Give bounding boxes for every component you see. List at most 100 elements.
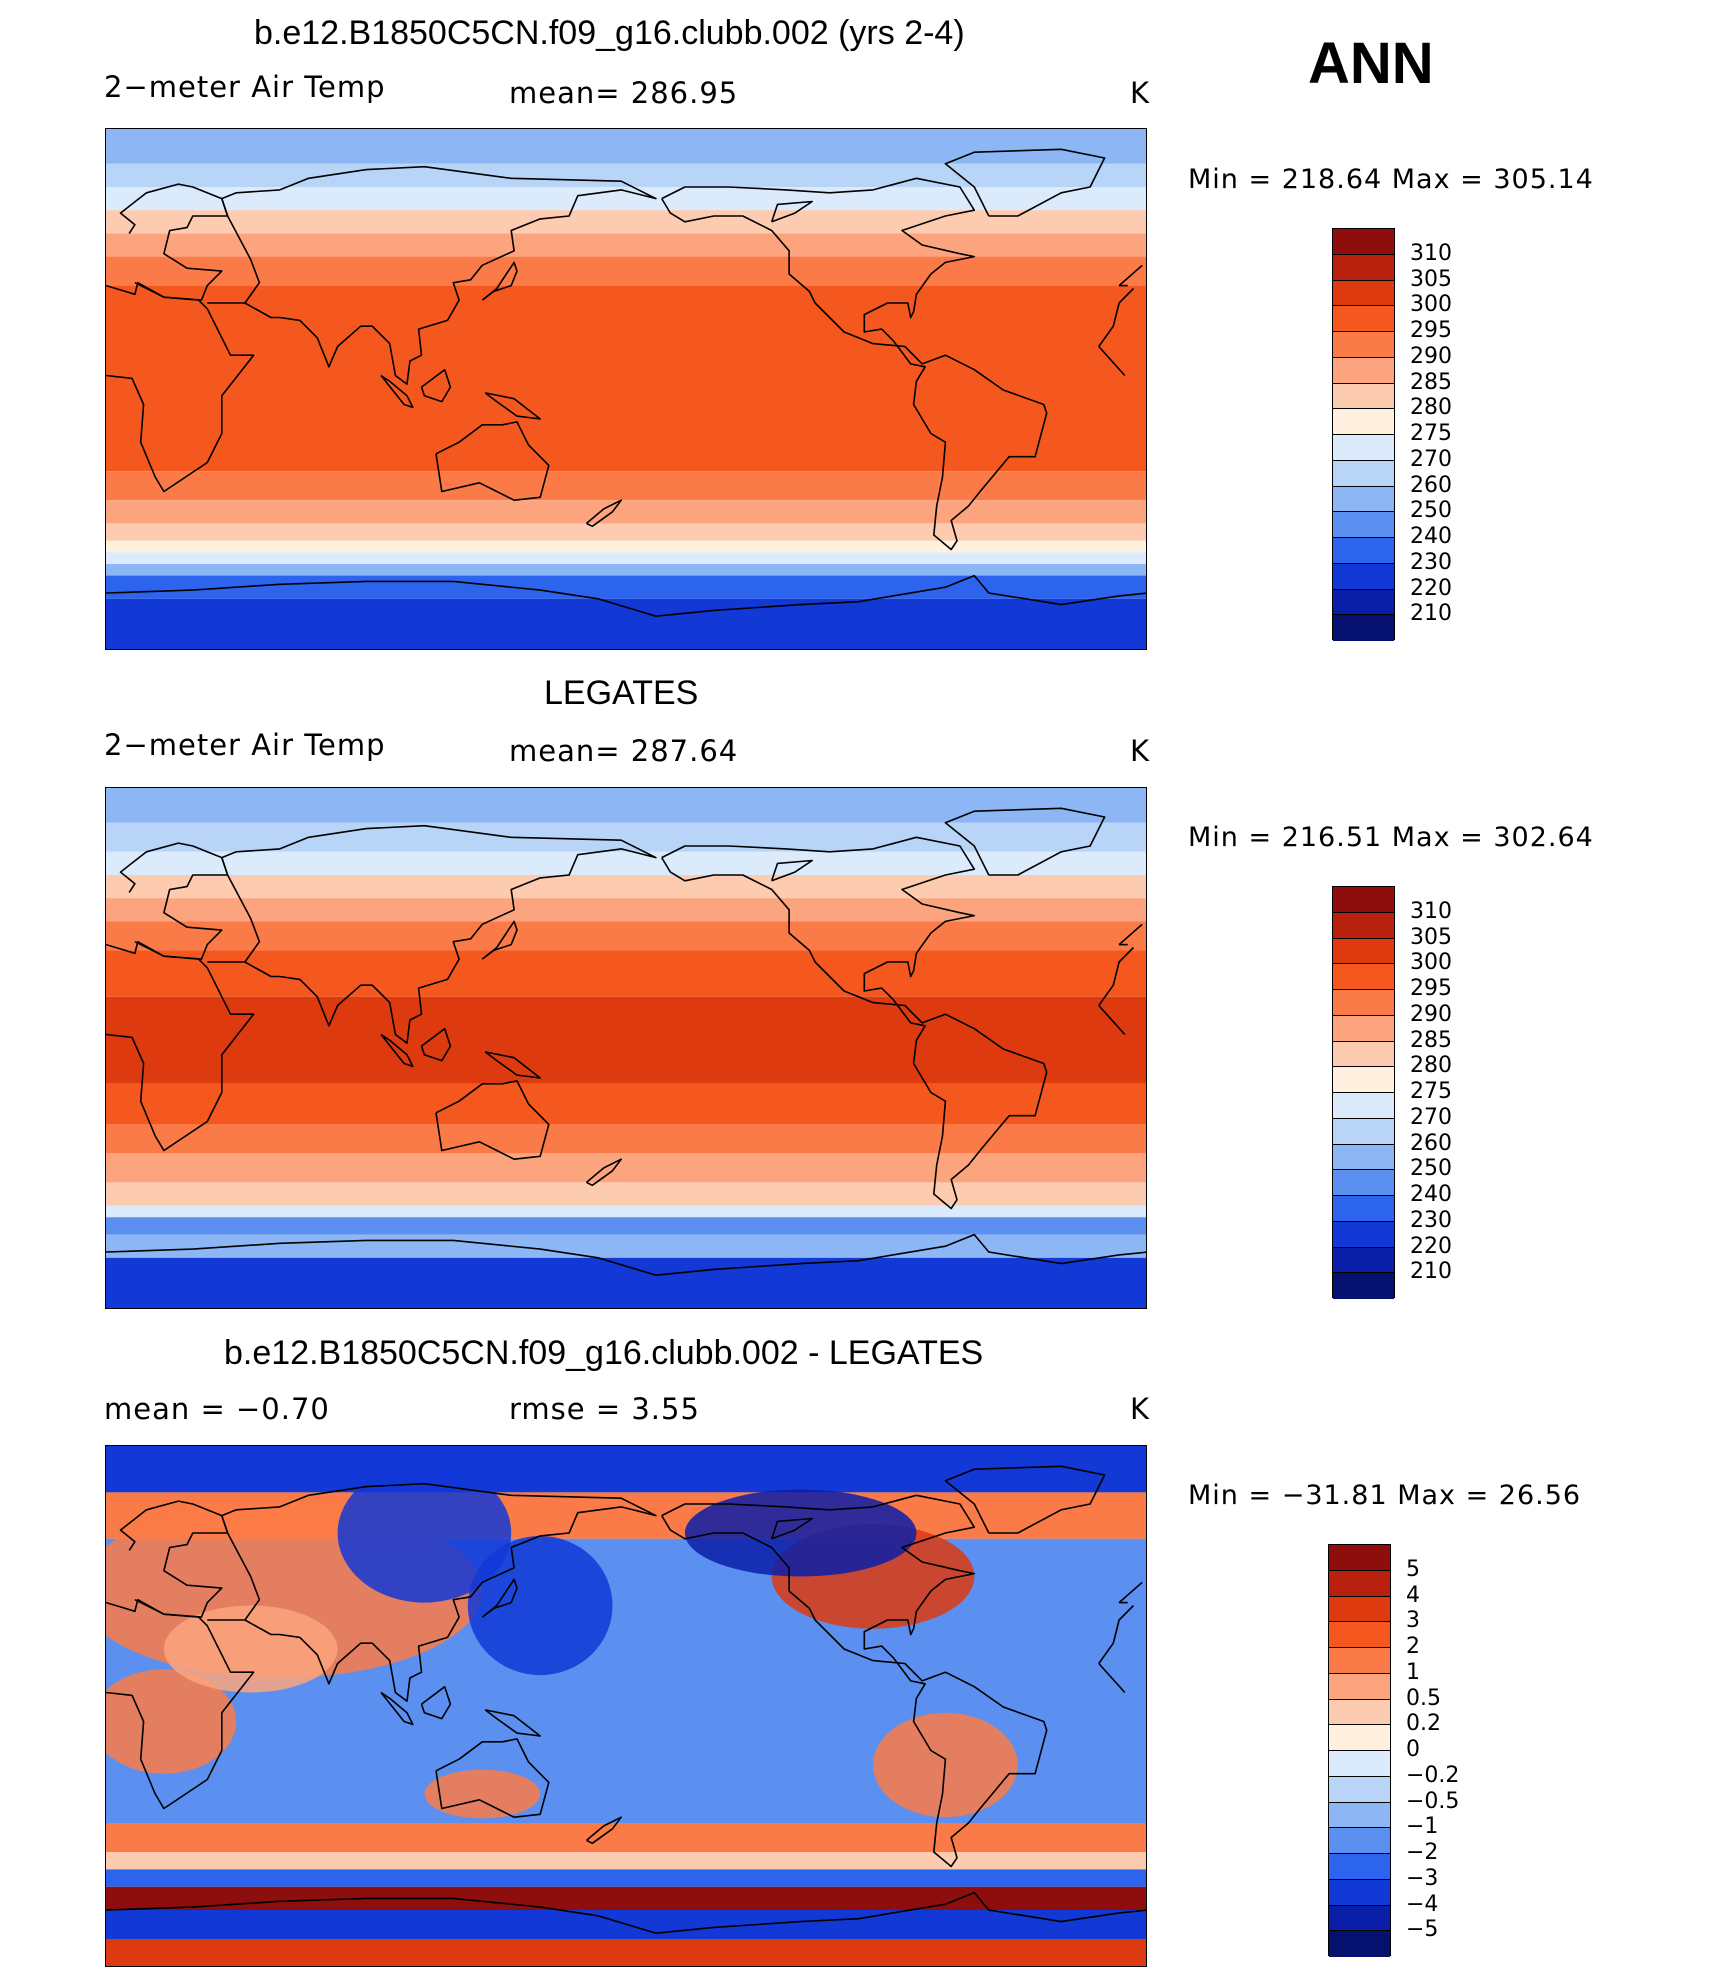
colorbar-label: 250 [1410,1156,1452,1182]
colorbar-cell [1333,512,1394,538]
colorbar-label: 210 [1410,1259,1452,1285]
field-band [106,1205,1146,1218]
min-max-label: Min = 216.51 Max = 302.64 [1188,822,1594,853]
field-band [106,256,1146,286]
rmse-label: rmse = 3.55 [509,1392,700,1426]
field-band [106,1886,1146,1910]
field-bands [106,129,1146,649]
colorbar-label: 270 [1410,446,1452,472]
colorbar-cell [1333,1118,1394,1145]
colorbar-cell [1333,589,1394,616]
colorbar-label: 250 [1410,498,1452,524]
field-band [106,552,1146,564]
field-band [106,1939,1146,1966]
coastline [380,1691,414,1726]
colorbar-cell [1329,1879,1390,1906]
colorbar-cell [1333,538,1394,564]
field-band [106,1182,1146,1206]
map-panel [105,787,1147,1309]
colorbar-cell [1333,332,1394,358]
colorbar-cell [1329,1751,1390,1777]
colorbar-label: 280 [1410,395,1452,421]
colorbar-cell [1329,1776,1390,1803]
coastline [1098,946,1135,1006]
field-band [106,1153,1146,1183]
colorbar-label: 260 [1410,472,1452,498]
colorbar-cell [1333,280,1394,307]
panel-title: b.e12.B1850C5CN.f09_g16.clubb.002 - LEGA… [224,1334,984,1372]
colorbar-label: −5 [1406,1917,1439,1943]
colorbar-cell [1329,1622,1390,1648]
field-band [106,875,1146,899]
colorbar-cell [1333,383,1394,410]
coastline [770,859,814,882]
coastline [1118,1581,1143,1604]
field-band [106,500,1146,524]
coastline [484,392,542,420]
coastline [207,1482,657,1702]
colorbar-label: −0.5 [1406,1788,1460,1814]
coastline [435,1738,550,1819]
colorbar-label: 0 [1406,1737,1420,1762]
colorbar-cell [1329,1725,1390,1751]
coastline [1098,1662,1126,1694]
coastline [585,1816,623,1845]
coastline [661,177,1048,551]
colorbar-cell [1329,1648,1390,1674]
colorbar-cell [1329,1699,1390,1726]
coastline [1098,1604,1135,1664]
colorbar-label: 280 [1410,1053,1452,1079]
field-band [106,1217,1146,1235]
coastline [380,1033,414,1068]
colorbar-label: 4 [1406,1582,1420,1608]
field-band [106,233,1146,257]
colorbar-cell [1329,1802,1390,1829]
field-band [106,129,1146,164]
field-band [106,921,1146,951]
colorbar-cell [1333,229,1394,255]
anomaly-patch [106,1669,237,1774]
variable-label: 2−meter Air Temp [104,728,386,762]
field-band [106,1124,1146,1154]
field-band [106,575,1146,599]
coastline [207,165,657,385]
colorbar-cell [1333,306,1394,332]
colorbar-cell [1333,1144,1394,1171]
coastline [106,1233,1146,1277]
field-band [106,822,1146,852]
colorbar-label: 275 [1410,1079,1452,1104]
colorbar-label: 290 [1410,1001,1452,1027]
coastline [1098,345,1126,377]
mean-label: mean= 287.64 [509,734,739,768]
coastlines [106,1465,1146,1935]
coastline [420,1685,452,1720]
colorbar-label: 295 [1410,976,1452,1001]
coastline [484,1709,542,1737]
colorbar-label: 0.2 [1406,1711,1441,1737]
season-label: ANN [1308,31,1434,96]
coastline [106,574,1146,618]
colorbar-label: 295 [1410,318,1452,343]
coastline [435,1080,550,1161]
field-band [106,523,1146,541]
coastline [1118,923,1143,946]
colorbar-label: 220 [1410,575,1452,601]
coastline [106,281,255,493]
colorbar-cell [1333,1247,1394,1274]
colorbar-cell [1333,460,1394,487]
coastline [420,368,452,403]
colorbar-label: 300 [1410,292,1452,318]
coastline [420,1027,452,1062]
colorbar-cell [1333,990,1394,1016]
field-band [106,1257,1146,1308]
colorbar-label: 285 [1410,1027,1452,1053]
colorbar-cell [1333,1273,1394,1299]
coastline [484,1051,542,1079]
colorbar-cell [1333,1221,1394,1248]
field-bands [106,788,1146,1308]
colorbar-label: 300 [1410,950,1452,976]
colorbar-cell [1333,409,1394,435]
field-band [106,851,1146,875]
coastline [106,1891,1146,1935]
colorbar-cell [1329,1828,1390,1854]
